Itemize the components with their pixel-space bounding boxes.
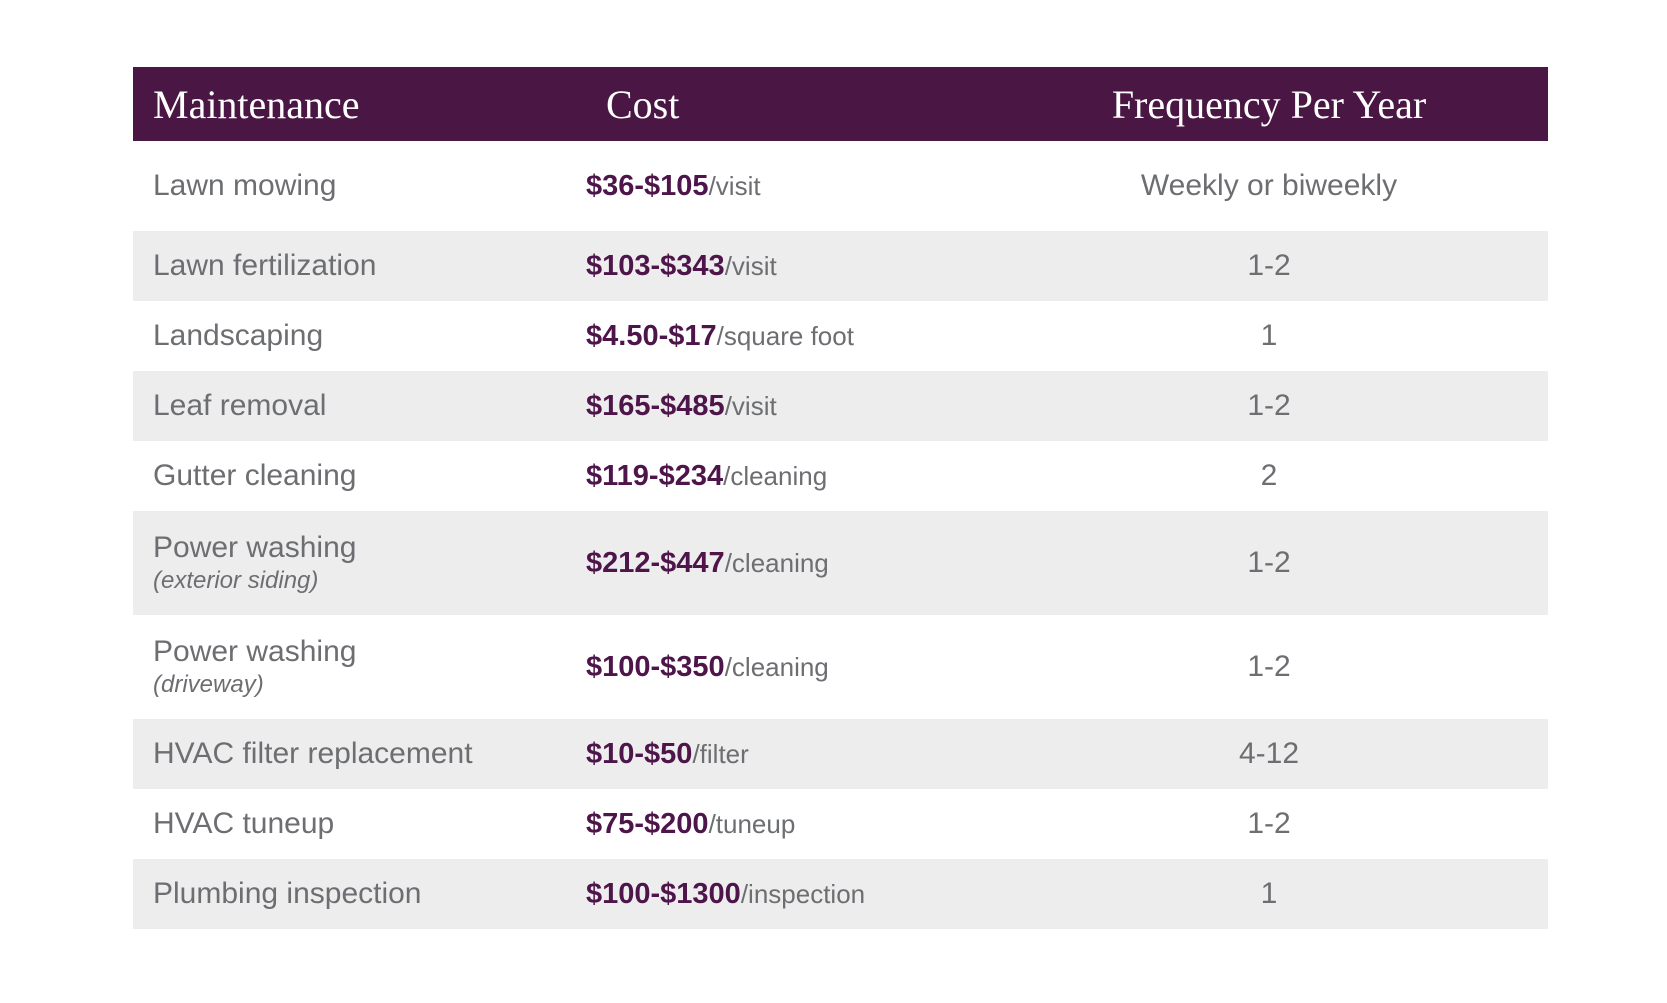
maintenance-label: Power washing [153,531,357,564]
maintenance-sublabel: (exterior siding) [153,567,319,594]
table-body: Lawn mowing $36-$105/visit Weekly or biw… [133,141,1548,929]
maintenance-label: Landscaping [153,319,324,352]
cost-value: $103-$343 [586,249,725,282]
cost-unit: /cleaning [724,547,829,578]
cost-unit: /inspection [740,878,866,909]
frequency-value: Weekly or biweekly [1140,169,1398,202]
cost-unit: /tuneup [708,808,796,839]
cost-unit: /cleaning [724,651,829,682]
maintenance-label: Lawn mowing [153,169,337,202]
cost-unit: /square foot [716,320,854,351]
maintenance-label: Lawn fertilization [153,249,377,282]
cost-value: $10-$50 [586,737,693,770]
frequency-value: 1-2 [1247,650,1291,683]
frequency-value: 1-2 [1247,249,1291,282]
cost-unit: /visit [724,250,777,281]
frequency-value: 1-2 [1247,389,1291,422]
frequency-value: 1 [1260,319,1278,352]
table-row: Landscaping $4.50-$17/square foot 1 [133,301,1548,371]
cost-unit: /cleaning [723,460,828,491]
table-row: Leaf removal $165-$485/visit 1-2 [133,371,1548,441]
column-header-maintenance: Maintenance [153,81,360,127]
cost-value: $100-$350 [586,650,725,683]
frequency-value: 1-2 [1247,807,1291,840]
table-row: Plumbing inspection $100-$1300/inspectio… [133,859,1548,929]
table-header-row: Maintenance Cost Frequency Per Year [133,67,1548,141]
maintenance-label: Power washing [153,635,357,668]
maintenance-label: HVAC tuneup [153,807,335,840]
cost-unit: /visit [724,390,777,421]
column-header-cost: Cost [606,81,680,127]
table-row: Lawn mowing $36-$105/visit Weekly or biw… [133,141,1548,231]
cost-value: $165-$485 [586,389,725,422]
cost-value: $212-$447 [586,546,725,579]
table-row: Lawn fertilization $103-$343/visit 1-2 [133,231,1548,301]
frequency-value: 2 [1260,459,1278,492]
table-row: Power washing (exterior siding) $212-$44… [133,511,1548,615]
cost-unit: /filter [692,738,749,769]
frequency-value: 4-12 [1238,737,1300,770]
column-header-frequency: Frequency Per Year [1111,81,1427,127]
maintenance-cost-table: Maintenance Cost Frequency Per Year Lawn… [133,67,1548,929]
cost-value: $36-$105 [586,169,709,202]
table-row: Gutter cleaning $119-$234/cleaning 2 [133,441,1548,511]
maintenance-sublabel: (driveway) [153,671,264,698]
cost-value: $4.50-$17 [586,319,717,352]
cost-value: $100-$1300 [586,877,741,910]
cost-value: $119-$234 [586,459,724,492]
table-row: Power washing (driveway) $100-$350/clean… [133,615,1548,719]
table-row: HVAC tuneup $75-$200/tuneup 1-2 [133,789,1548,859]
maintenance-label: Gutter cleaning [153,459,357,492]
cost-value: $75-$200 [586,807,709,840]
frequency-value: 1-2 [1247,546,1291,579]
cost-unit: /visit [708,170,761,201]
frequency-value: 1 [1260,877,1278,910]
maintenance-label: Leaf removal [153,389,327,422]
maintenance-label: HVAC filter replacement [153,737,473,770]
table-row: HVAC filter replacement $10-$50/filter 4… [133,719,1548,789]
maintenance-label: Plumbing inspection [153,877,422,910]
